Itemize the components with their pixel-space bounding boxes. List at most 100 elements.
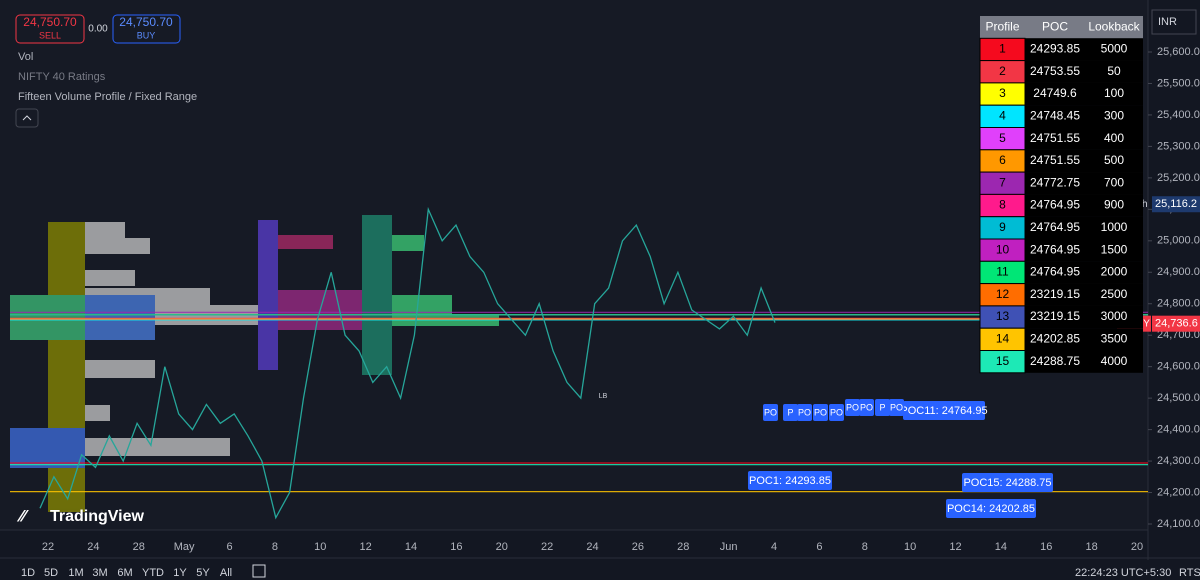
table-row-bg	[1025, 82, 1143, 106]
volume-profiles	[10, 215, 499, 512]
table-row-bg	[1025, 38, 1143, 61]
table-row-bg	[1025, 328, 1143, 351]
price-tick-label: 24,400.00	[1157, 424, 1200, 436]
table-cell: 24288.75	[1030, 354, 1080, 368]
x-tick-label: 20	[496, 541, 508, 553]
profile-block	[362, 215, 392, 375]
table-row-bg	[1025, 283, 1143, 306]
collapse-button[interactable]	[15, 108, 39, 128]
table-cell: 1500	[1101, 242, 1128, 256]
x-tick-label: 22	[42, 541, 54, 553]
poc-label: POC1: 24293.85	[749, 475, 831, 487]
indicator[interactable]: Vol	[18, 51, 33, 63]
table-cell: 24753.55	[1030, 64, 1080, 78]
poc-label: PO	[814, 407, 827, 417]
table-cell: 3500	[1101, 332, 1128, 346]
date-range-icon[interactable]	[252, 564, 266, 578]
table-row-bg	[1025, 350, 1143, 373]
table-cell: 11	[996, 265, 1009, 279]
price-tick-label: 24,600.00	[1157, 361, 1200, 373]
x-tick-label: 10	[904, 541, 916, 553]
x-tick-label: 8	[272, 541, 278, 553]
sell-button[interactable]	[15, 14, 85, 44]
table-cell: 24751.55	[1030, 131, 1080, 145]
poc-label: PO	[890, 402, 903, 412]
table-row-bg	[1025, 127, 1143, 150]
poc-label: P	[879, 402, 885, 412]
table-cell: 24764.95	[1030, 265, 1080, 279]
table-cell: 24772.75	[1030, 175, 1080, 189]
poc-label: P	[787, 407, 793, 417]
price-tick-label: 24,300.00	[1157, 455, 1200, 467]
profile-swatch	[979, 350, 1026, 374]
x-tick-label: 26	[632, 541, 644, 553]
table-cell: 3	[999, 86, 1006, 100]
logo: TradingView	[50, 508, 145, 525]
table-cell: 10	[996, 242, 1010, 256]
price-tick-label: 25,500.00	[1157, 77, 1200, 89]
x-tick-label: 6	[226, 541, 232, 553]
timeframe-button[interactable]: 6M	[117, 567, 132, 579]
price-tick-label: 24,200.00	[1157, 486, 1200, 498]
profile-block	[85, 270, 135, 286]
table-cell: 100	[1104, 86, 1124, 100]
table-cell: 2000	[1101, 265, 1128, 279]
high-tag	[1152, 196, 1200, 213]
table-cell: 50	[1107, 64, 1121, 78]
poc-label-box	[783, 404, 798, 421]
timeframe-button[interactable]: 3M	[92, 567, 107, 579]
table-cell: 2500	[1101, 287, 1128, 301]
dynamic-layer: 24,100.00 24,200.00 24,300.00 24,400.00 24,5…	[10, 16, 1200, 579]
table-cell: 500	[1104, 153, 1124, 167]
table-cell: 24748.45	[1030, 109, 1080, 123]
indicator[interactable]: NIFTY 40 Ratings	[18, 71, 106, 83]
poc-label: POC15: 24288.75	[963, 477, 1051, 489]
poc-label-box	[797, 404, 812, 421]
table-row-bg	[1025, 60, 1143, 83]
price-tick-label: 25,600.00	[1157, 46, 1200, 58]
last-tag	[1152, 315, 1200, 332]
table-header-bg	[980, 16, 1143, 39]
table-cell: 900	[1104, 198, 1124, 212]
x-tick-label: 16	[450, 541, 462, 553]
collapse-icon	[22, 115, 32, 121]
timeframe-button[interactable]: 1Y	[173, 567, 187, 579]
profile-block	[10, 295, 85, 340]
currency-box[interactable]	[1151, 9, 1197, 35]
session[interactable]: RTS	[1179, 567, 1200, 579]
x-tick-label: 4	[771, 541, 777, 553]
x-tick-label: Jun	[720, 541, 738, 553]
table-cell: 400	[1104, 131, 1124, 145]
x-tick-label: 16	[1040, 541, 1052, 553]
poc-label: PO	[798, 407, 811, 417]
x-tick-label: 10	[314, 541, 326, 553]
table-cell: 7	[999, 175, 1006, 189]
timeframe-button[interactable]: 5D	[44, 567, 58, 579]
x-tick-label: 24	[87, 541, 99, 553]
price-tick-label: 24,900.00	[1157, 266, 1200, 278]
timeframe-button[interactable]: 1M	[68, 567, 83, 579]
table-cell: 24764.95	[1030, 242, 1080, 256]
poc-label: POC14: 24202.85	[947, 503, 1035, 515]
indicator[interactable]: Fifteen Volume Profile / Fixed Range	[18, 91, 197, 103]
profile-block	[278, 235, 333, 249]
timeframe-button[interactable]: 1D	[21, 567, 35, 579]
timeframe-button[interactable]: YTD	[142, 567, 164, 579]
profile-block	[85, 238, 150, 254]
high-value: 25,116.2	[1155, 198, 1197, 210]
timeframe-button[interactable]: 5Y	[196, 567, 210, 579]
table-cell: 24751.55	[1030, 153, 1080, 167]
table-cell: 23219.15	[1030, 309, 1080, 323]
timeframe-button[interactable]: All	[220, 567, 232, 579]
price-tick-label: 25,300.00	[1157, 140, 1200, 152]
table-cell: 24764.95	[1030, 220, 1080, 234]
sell-price: 24,750.70	[23, 15, 77, 29]
profile-block	[85, 360, 155, 378]
table-row-bg	[1025, 105, 1143, 128]
x-tick-label: 20	[1131, 541, 1143, 553]
buy-button[interactable]	[112, 14, 181, 44]
x-tick-label: 14	[995, 541, 1007, 553]
profile-block	[278, 290, 368, 330]
poc-label-box	[748, 471, 832, 490]
logo-mark: ⁄⁄	[16, 506, 29, 525]
